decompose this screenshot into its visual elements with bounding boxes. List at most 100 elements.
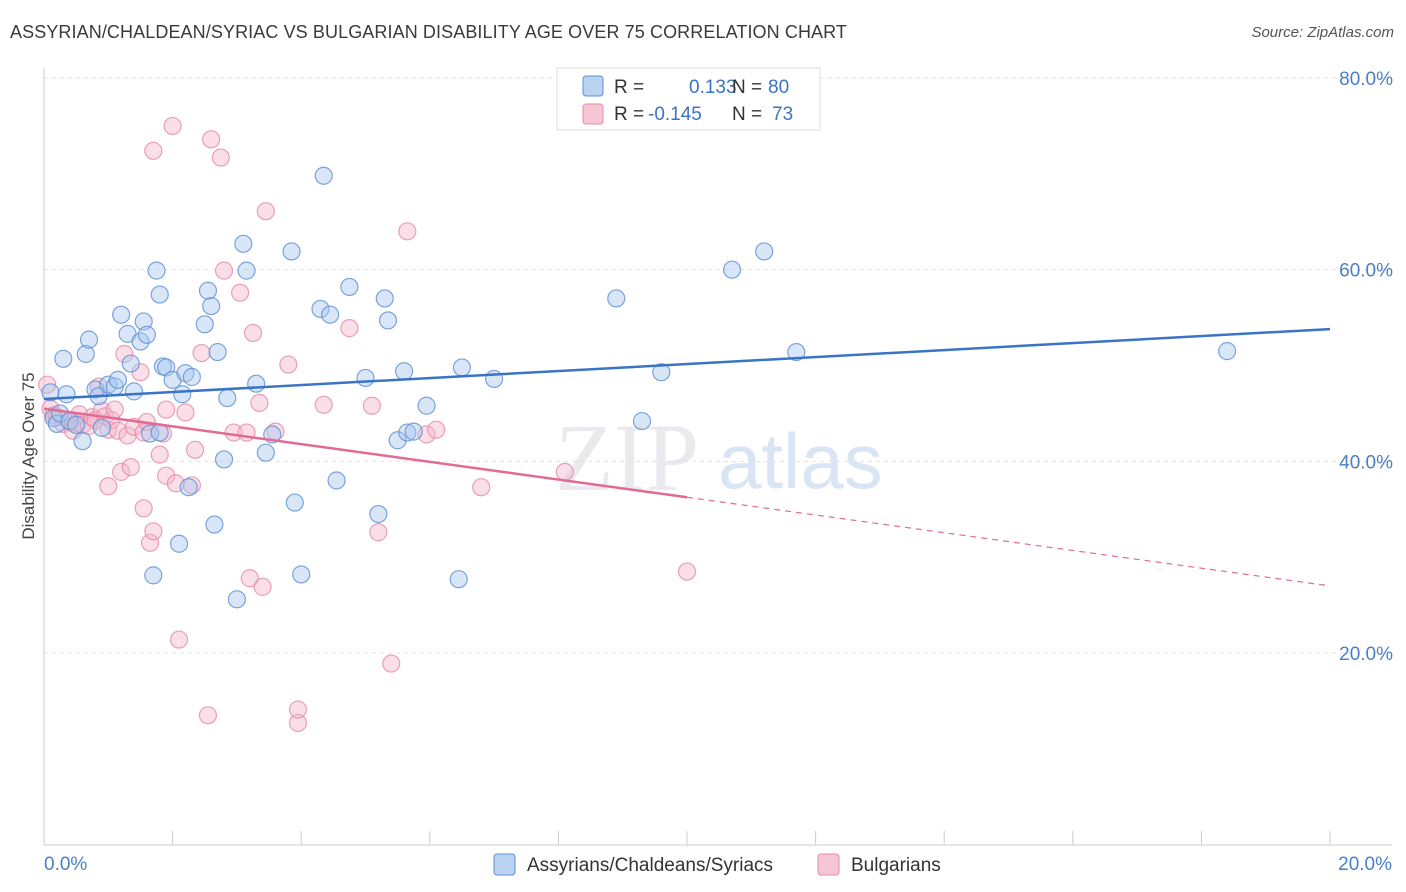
assyrians-point-67 [449, 570, 468, 589]
assyrians-point-63 [394, 362, 414, 381]
assyrians-point-53 [311, 299, 330, 319]
assyrians-point-5 [57, 385, 76, 404]
bulgarians-point-53 [250, 393, 269, 412]
bulgarians-point-28 [134, 499, 153, 518]
assyrians-point-45 [234, 234, 253, 253]
assyrians-point-19 [121, 354, 140, 373]
legend-n-label-2: N = [732, 104, 762, 125]
y-tick-label-20: 20.0% [1339, 644, 1393, 665]
trend-lines [43, 327, 1331, 587]
assyrians-point-74 [755, 242, 774, 261]
y-tick-label-60: 60.0% [1339, 261, 1393, 282]
bulgarians-point-65 [398, 222, 417, 241]
bulgarians-point-30 [140, 533, 160, 552]
assyrians-point-57 [340, 277, 359, 297]
bulgarians-point-63 [369, 523, 388, 542]
x-tick-label-max: 20.0% [1338, 854, 1392, 875]
assyrians-point-33 [173, 385, 192, 404]
watermark-zip: ZIP [555, 404, 699, 511]
assyrians-point-65 [404, 422, 423, 441]
legend-r-label-2: R = [614, 104, 644, 125]
legend-n-value-1: 80 [768, 77, 789, 98]
y-axis-label: Disability Age Over 75 [19, 372, 38, 539]
assyrians-point-14 [99, 375, 118, 394]
bulgarians-point-33 [150, 445, 169, 464]
assyrians-point-42 [214, 450, 234, 469]
source-credit: Source: ZipAtlas.com [1251, 24, 1394, 41]
assyrians-point-40 [205, 515, 224, 534]
zipatlas-watermark: ZIP atlas [555, 404, 883, 511]
bulgarians-point-37 [163, 116, 182, 136]
bulgarians-point-40 [176, 403, 195, 422]
y-tick-label-80: 80.0% [1339, 69, 1393, 90]
assyrians-point-58 [356, 368, 375, 388]
assyrians-point-68 [452, 358, 472, 377]
legend-r-value-1: 0.133 [689, 77, 737, 98]
series-assyrians [41, 166, 1237, 609]
bulgarians-point-55 [256, 202, 275, 221]
legend-swatch-blue [582, 75, 604, 97]
bottom-legend-label-blue: Assyrians/Chaldeans/Syriacs [527, 855, 773, 876]
assyrians-point-22 [134, 312, 153, 331]
bulgarians-point-57 [279, 355, 298, 374]
assyrians-point-41 [208, 342, 227, 362]
assyrians-point-7 [67, 415, 86, 435]
bulgarians-point-58 [288, 713, 308, 733]
assyrians-point-75 [787, 342, 806, 362]
assyrians-point-32 [169, 534, 189, 553]
assyrians-point-70 [607, 289, 626, 308]
y-tick-labels: 20.0% 40.0% 60.0% 80.0% [1339, 69, 1393, 665]
assyrians-point-43 [218, 388, 237, 408]
bottom-legend-swatch-blue [493, 853, 516, 876]
bottom-legend: Assyrians/Chaldeans/Syriacs Bulgarians [493, 853, 941, 876]
legend-r-value-2: -0.145 [648, 104, 702, 125]
assyrians-point-69 [485, 369, 504, 389]
assyrians-point-26 [147, 261, 166, 280]
assyrians-point-47 [247, 374, 266, 393]
assyrians-point-25 [144, 566, 163, 585]
trend-line-assyrians [43, 327, 1331, 401]
bulgarians-point-17 [99, 477, 118, 496]
assyrians-point-35 [179, 478, 198, 497]
assyrians-point-8 [73, 432, 92, 451]
assyrians-point-24 [140, 424, 160, 443]
bulgarians-point-52 [243, 323, 263, 343]
assyrians-point-9 [76, 344, 95, 364]
bulgarians-point-35 [157, 400, 176, 419]
bulgarians-point-31 [144, 522, 163, 541]
x-axis-ticks [43, 831, 1331, 845]
legend-swatch-pink [582, 103, 604, 125]
bulgarians-point-51 [240, 569, 259, 588]
assyrians-point-51 [285, 493, 304, 512]
assyrians-point-38 [198, 281, 218, 300]
assyrians-point-20 [124, 382, 144, 401]
legend-box: R = 0.133 N = 80 R = -0.145 N = 73 [556, 67, 821, 131]
bulgarians-point-62 [362, 396, 382, 415]
assyrians-point-23 [137, 325, 156, 344]
bulgarians-point-49 [231, 283, 250, 302]
assyrians-point-61 [378, 311, 398, 330]
assyrians-point-72 [652, 363, 671, 382]
assyrians-point-62 [388, 431, 407, 450]
chart-title: ASSYRIAN/CHALDEAN/SYRIAC VS BULGARIAN DI… [10, 22, 848, 42]
bottom-legend-label-pink: Bulgarians [851, 855, 941, 876]
legend-r-label-1: R = [614, 77, 644, 98]
assyrians-point-59 [369, 504, 388, 524]
bulgarians-point-19 [105, 400, 124, 419]
legend-n-label-1: N = [732, 77, 762, 98]
assyrians-point-21 [131, 332, 150, 351]
assyrians-point-16 [108, 370, 128, 389]
assyrians-point-17 [112, 305, 131, 324]
bottom-legend-swatch-pink [817, 853, 840, 876]
assyrians-point-36 [182, 367, 201, 387]
bulgarians-point-54 [253, 577, 272, 596]
assyrians-point-48 [256, 443, 275, 462]
bulgarians-point-21 [112, 462, 131, 481]
assyrians-point-37 [195, 315, 214, 334]
assyrians-point-56 [327, 471, 346, 490]
bulgarians-point-43 [192, 343, 211, 363]
bulgarians-point-39 [169, 630, 189, 649]
bulgarians-point-32 [144, 141, 163, 160]
assyrians-point-54 [314, 166, 333, 185]
